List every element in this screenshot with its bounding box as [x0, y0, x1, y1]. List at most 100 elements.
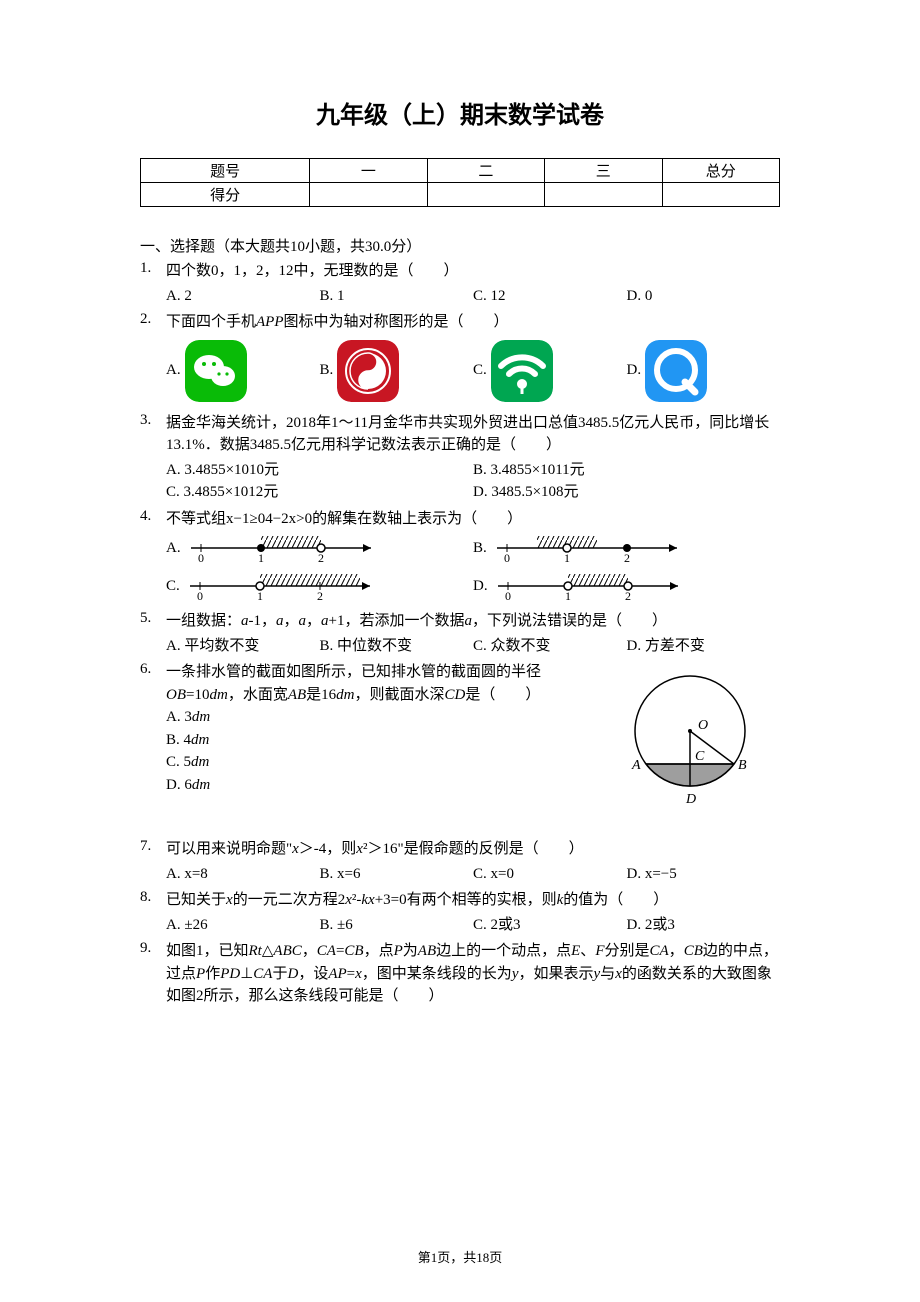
q8-num: 8. [140, 889, 166, 936]
svg-text:A: A [631, 758, 641, 773]
q6-opt-d: D. 6 dm [166, 774, 600, 797]
q7-text: 可以用来说明命题"x＞-4，则x²＞16"是假命题的反例是（ ） [166, 838, 780, 861]
th-1: 一 [310, 159, 427, 183]
q2-text: 下面四个手机APP图标中为轴对称图形的是（ ） [166, 311, 780, 334]
svg-text:0: 0 [198, 551, 204, 565]
q7-opt-c: C. x=0 [473, 863, 627, 886]
td-s2 [427, 183, 544, 207]
td-s3 [545, 183, 662, 207]
th-num: 题号 [141, 159, 310, 183]
question-2: 2. 下面四个手机APP图标中为轴对称图形的是（ ） A. [140, 311, 780, 408]
q1-opt-d: D. 0 [627, 285, 781, 308]
numline-d: 0 1 2 [488, 568, 688, 604]
page-title: 九年级（上）期末数学试卷 [140, 95, 780, 130]
svg-text:2: 2 [317, 589, 323, 603]
q1-opt-b: B. 1 [320, 285, 474, 308]
svg-text:2: 2 [625, 589, 631, 603]
svg-text:1: 1 [258, 551, 264, 565]
numline-c: 0 1 2 [180, 568, 380, 604]
th-total: 总分 [662, 159, 780, 183]
question-8: 8. 已知关于x的一元二次方程2x²-kx+3=0有两个相等的实根，则k的值为（… [140, 889, 780, 936]
td-score-label: 得分 [141, 183, 310, 207]
numline-b: 0 1 2 [487, 530, 687, 566]
q1-opt-a: A. 2 [166, 285, 320, 308]
score-table: 题号 一 二 三 总分 得分 [140, 158, 780, 207]
numline-a: 0 1 2 [181, 530, 381, 566]
question-4: 4. 不等式组x−1≥04−2x>0的解集在数轴上表示为（ ） A. [140, 508, 780, 607]
section1-heading: 一、选择题（本大题共10小题，共30.0分） [140, 235, 780, 256]
circle-q-icon [645, 340, 707, 402]
q9-text: 如图1，已知Rt△ABC，CA=CB，点P为AB边上的一个动点，点E、F分别是C… [166, 940, 780, 1008]
svg-text:2: 2 [318, 551, 324, 565]
q5-opt-d: D. 方差不变 [627, 635, 781, 658]
question-1: 1. 四个数0，1，2，12中，无理数的是（ ） A. 2 B. 1 C. 12… [140, 260, 780, 307]
q7-opt-b: B. x=6 [320, 863, 474, 886]
th-2: 二 [427, 159, 544, 183]
q7-opt-a: A. x=8 [166, 863, 320, 886]
question-5: 5. 一组数据：a-1，a，a，a+1，若添加一个数据a，下列说法错误的是（ ）… [140, 610, 780, 657]
q6-opt-c: C. 5 dm [166, 751, 600, 774]
td-stotal [662, 183, 780, 207]
q3-opt-a: A. 3.4855×1010元 [166, 459, 473, 482]
q4-opt-b-label: B. [473, 540, 487, 557]
q8-opt-a: A. ±26 [166, 914, 320, 937]
q8-opt-b: B. ±6 [320, 914, 474, 937]
q2-opt-c-label: C. [473, 362, 487, 379]
q4-opt-d-label: D. [473, 578, 488, 595]
svg-text:1: 1 [564, 551, 570, 565]
q8-text: 已知关于x的一元二次方程2x²-kx+3=0有两个相等的实根，则k的值为（ ） [166, 889, 780, 912]
q6-num: 6. [140, 661, 166, 826]
q3-opt-c: C. 3.4855×1012元 [166, 481, 473, 504]
q4-num: 4. [140, 508, 166, 607]
q6-text: 一条排水管的截面如图所示，已知排水管的截面圆的半径OB=10dm，水面宽AB是1… [166, 661, 600, 706]
svg-text:D: D [685, 792, 696, 807]
q4-opt-c-label: C. [166, 578, 180, 595]
q7-num: 7. [140, 838, 166, 885]
q1-opt-c: C. 12 [473, 285, 627, 308]
th-3: 三 [545, 159, 662, 183]
q3-text: 据金华海关统计，2018年1～11月金华市共实现外贸进出口总值3485.5亿元人… [166, 412, 780, 457]
q8-opt-c: C. 2或3 [473, 914, 627, 937]
q5-opt-a: A. 平均数不变 [166, 635, 320, 658]
wechat-icon [185, 340, 247, 402]
q2-opt-b-label: B. [320, 362, 334, 379]
question-6: 6. 一条排水管的截面如图所示，已知排水管的截面圆的半径OB=10dm，水面宽A… [140, 661, 780, 826]
svg-text:C: C [695, 749, 705, 764]
q2-opt-a-label: A. [166, 362, 181, 379]
q2-opt-d-label: D. [627, 362, 642, 379]
q7-opt-d: D. x=−5 [627, 863, 781, 886]
q8-opt-d: D. 2或3 [627, 914, 781, 937]
q5-opt-b: B. 中位数不变 [320, 635, 474, 658]
page-footer: 第1页，共18页 [0, 1247, 920, 1266]
q3-opt-d: D. 3485.5×108元 [473, 481, 780, 504]
svg-text:1: 1 [565, 589, 571, 603]
q6-opt-a: A. 3 dm [166, 706, 600, 729]
q1-text: 四个数0，1，2，12中，无理数的是（ ） [166, 260, 780, 283]
swirl-icon [337, 340, 399, 402]
wifi-icon [491, 340, 553, 402]
svg-text:B: B [738, 758, 747, 773]
q4-opt-a-label: A. [166, 540, 181, 557]
svg-text:2: 2 [624, 551, 630, 565]
svg-text:0: 0 [505, 589, 511, 603]
q5-text: 一组数据：a-1，a，a，a+1，若添加一个数据a，下列说法错误的是（ ） [166, 610, 780, 633]
svg-text:1: 1 [257, 589, 263, 603]
svg-text:0: 0 [197, 589, 203, 603]
question-7: 7. 可以用来说明命题"x＞-4，则x²＞16"是假命题的反例是（ ） A. x… [140, 838, 780, 885]
q5-opt-c: C. 众数不变 [473, 635, 627, 658]
question-3: 3. 据金华海关统计，2018年1～11月金华市共实现外贸进出口总值3485.5… [140, 412, 780, 504]
question-9: 9. 如图1，已知Rt△ABC，CA=CB，点P为AB边上的一个动点，点E、F分… [140, 940, 780, 1008]
q3-num: 3. [140, 412, 166, 504]
question-list: 1. 四个数0，1，2，12中，无理数的是（ ） A. 2 B. 1 C. 12… [140, 260, 780, 1008]
q6-figure: O C A B D [600, 661, 780, 826]
q2-num: 2. [140, 311, 166, 408]
svg-text:O: O [698, 718, 708, 733]
q4-text: 不等式组x−1≥04−2x>0的解集在数轴上表示为（ ） [166, 508, 780, 531]
td-s1 [310, 183, 427, 207]
q1-num: 1. [140, 260, 166, 307]
svg-text:0: 0 [504, 551, 510, 565]
q6-opt-b: B. 4 dm [166, 729, 600, 752]
q5-num: 5. [140, 610, 166, 657]
q9-num: 9. [140, 940, 166, 1008]
q3-opt-b: B. 3.4855×1011元 [473, 459, 780, 482]
